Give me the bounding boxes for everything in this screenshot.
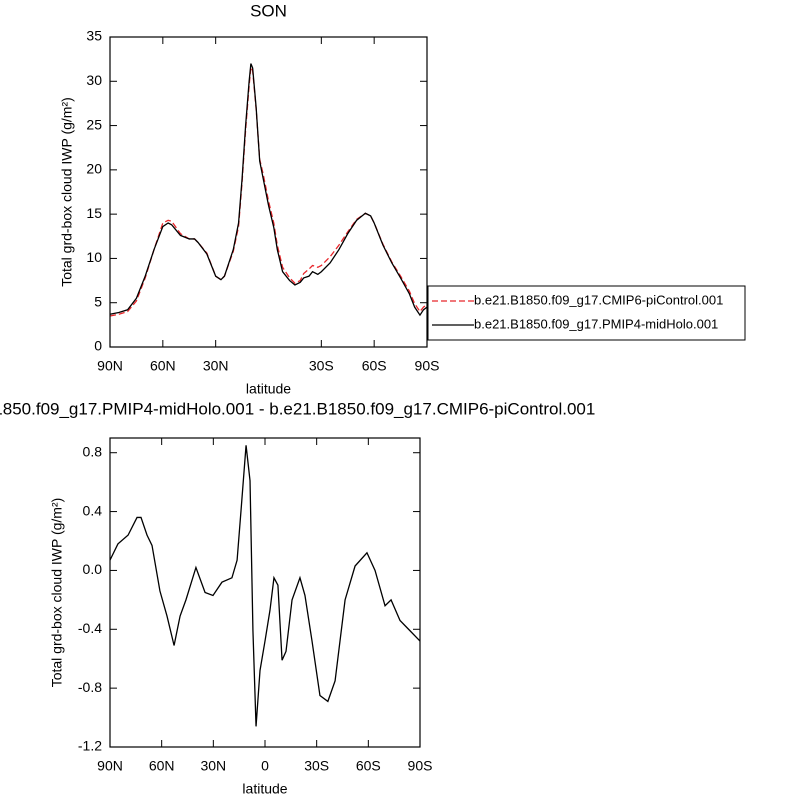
x-tick-label: 30N bbox=[203, 358, 229, 374]
x-tick-label: 60S bbox=[362, 358, 387, 374]
x-axis-label: latitude bbox=[242, 781, 287, 797]
x-tick-label: 30S bbox=[309, 358, 334, 374]
chart-title: b.e21.B1850.f09_g17.PMIP4-midHolo.001 - … bbox=[0, 399, 595, 418]
y-tick-label: 25 bbox=[86, 116, 102, 132]
y-tick-label: 0.8 bbox=[83, 443, 103, 459]
chart-title: SON bbox=[250, 1, 287, 20]
y-axis-label: Total grd-box cloud IWP (g/m²) bbox=[49, 498, 65, 688]
y-tick-label: 0.0 bbox=[83, 561, 103, 577]
y-tick-label: 20 bbox=[86, 161, 102, 177]
x-tick-label: 30N bbox=[200, 758, 226, 774]
legend-label: b.e21.B1850.f09_g17.PMIP4-midHolo.001 bbox=[474, 316, 718, 331]
x-tick-label: 90N bbox=[97, 358, 123, 374]
plot-frame bbox=[109, 437, 421, 748]
x-tick-label: 60N bbox=[150, 358, 176, 374]
x-tick-label: 90S bbox=[415, 358, 440, 374]
y-tick-label: 30 bbox=[86, 72, 102, 88]
x-tick-label: 90N bbox=[97, 758, 123, 774]
y-tick-label: -1.2 bbox=[78, 738, 102, 754]
y-tick-label: -0.4 bbox=[78, 620, 102, 636]
legend-box bbox=[427, 285, 746, 341]
x-tick-label: 60N bbox=[149, 758, 175, 774]
x-tick-label: 30S bbox=[304, 758, 329, 774]
x-tick-label: 0 bbox=[261, 758, 269, 774]
y-tick-label: 5 bbox=[94, 293, 102, 309]
x-axis-label: latitude bbox=[246, 381, 291, 397]
y-tick-label: -0.8 bbox=[78, 679, 102, 695]
data-line bbox=[109, 64, 428, 317]
legend-label: b.e21.B1850.f09_g17.CMIP6-piControl.001 bbox=[474, 292, 723, 307]
x-tick-label: 60S bbox=[356, 758, 381, 774]
plot-frame bbox=[109, 36, 428, 348]
y-tick-label: 35 bbox=[86, 28, 102, 44]
y-axis-label: Total grd-box cloud IWP (g/m²) bbox=[59, 97, 75, 287]
data-line bbox=[109, 63, 428, 317]
y-tick-label: 0.4 bbox=[83, 502, 103, 518]
y-tick-label: 15 bbox=[86, 205, 102, 221]
data-line bbox=[109, 445, 421, 727]
y-tick-label: 0 bbox=[94, 338, 102, 354]
x-tick-label: 90S bbox=[408, 758, 433, 774]
y-tick-label: 10 bbox=[86, 249, 102, 265]
